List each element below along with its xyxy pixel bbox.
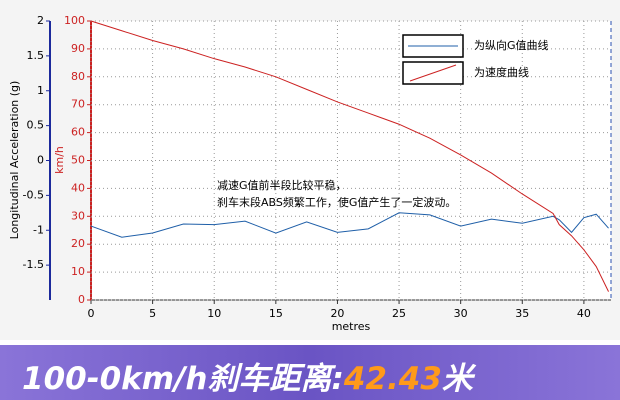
x-tick-label: 35: [515, 307, 529, 320]
banner-text: 100-0km/h刹车距离:42.43米: [22, 361, 477, 397]
y2-tick-label: 90: [71, 42, 85, 55]
y2-tick-label: 10: [71, 265, 85, 278]
y-tick-label: 2: [37, 14, 44, 27]
y-axis-label: Longitudinal Acceleration (g): [8, 81, 21, 240]
y-tick-label: 0: [37, 154, 44, 167]
x-tick-label: 20: [330, 307, 344, 320]
y2-tick-label: 60: [71, 126, 85, 139]
x-tick-label: 0: [88, 307, 95, 320]
x-tick-label: 5: [149, 307, 156, 320]
y2-tick-label: 80: [71, 70, 85, 83]
y-tick-label: -1.5: [23, 258, 44, 271]
x-tick-label: 40: [577, 307, 591, 320]
y2-tick-label: 40: [71, 181, 85, 194]
y2-tick-label: 50: [71, 154, 85, 167]
legend-label: 为速度曲线: [474, 65, 529, 79]
y2-tick-label: 30: [71, 209, 85, 222]
y-tick-label: 0.5: [27, 119, 45, 132]
y2-axis-label: km/h: [53, 146, 66, 174]
series-line: [90, 20, 609, 292]
y-tick-label: 1.5: [27, 49, 45, 62]
y2-tick-label: 100: [64, 14, 85, 27]
annotation: 刹车末段ABS频繁工作，使G值产生了一定波动。: [217, 195, 456, 209]
legend-swatch: [409, 64, 457, 82]
x-tick-label: 30: [454, 307, 468, 320]
annotation: 减速G值前半段比较平稳，: [217, 178, 347, 192]
legend-label: 为纵向G值曲线: [474, 38, 549, 52]
banner-label: 100-0km/h刹车距离:: [22, 361, 344, 397]
y2-tick-label: 70: [71, 98, 85, 111]
x-tick-label: 15: [269, 307, 283, 320]
series-line: [90, 212, 609, 238]
banner-background: [0, 345, 620, 400]
banner-unit: 米: [442, 361, 477, 397]
y-tick-label: -0.5: [23, 188, 44, 201]
x-tick-label: 10: [207, 307, 221, 320]
y2-tick-label: 0: [78, 293, 85, 306]
y-tick-label: 1: [37, 84, 44, 97]
x-axis-label: metres: [332, 320, 371, 333]
x-tick-label: 25: [392, 307, 406, 320]
y2-tick-label: 20: [71, 237, 85, 250]
y-tick-label: -1: [33, 223, 44, 236]
banner-value: 42.43: [343, 361, 442, 397]
